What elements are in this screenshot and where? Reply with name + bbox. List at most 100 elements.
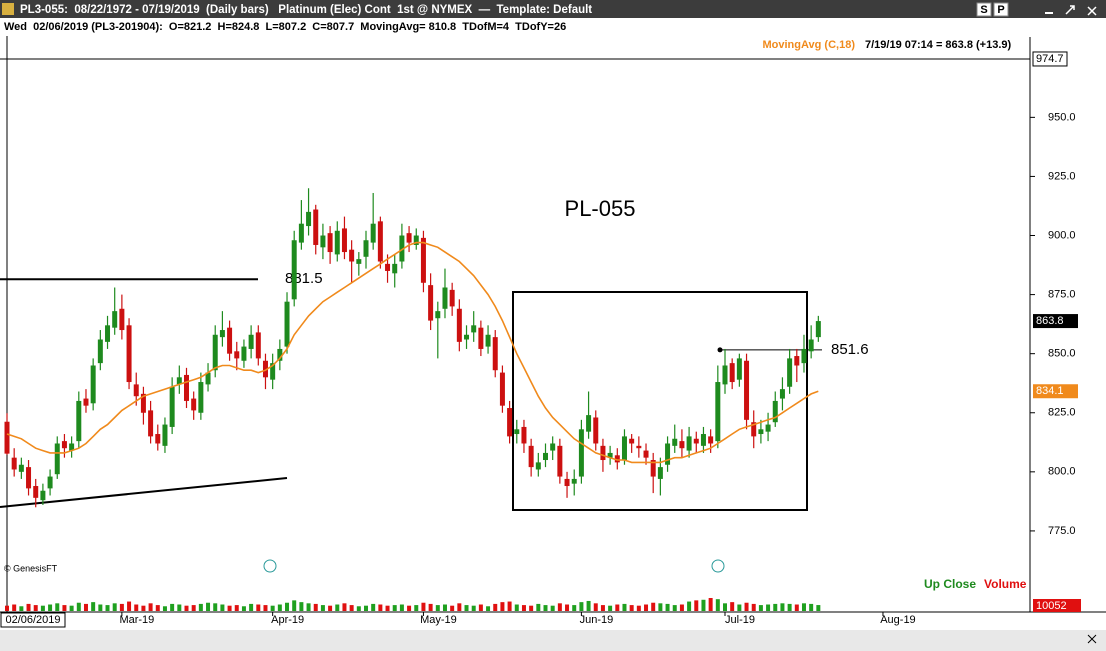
candle-body bbox=[212, 334, 218, 371]
title-bar bbox=[0, 0, 1106, 18]
volume-bar bbox=[399, 604, 404, 611]
candle-body bbox=[306, 211, 312, 227]
volume-bar bbox=[464, 605, 469, 611]
candle-body bbox=[392, 263, 398, 274]
candle-body bbox=[76, 400, 82, 442]
app-icon bbox=[2, 3, 14, 15]
volume-bar bbox=[285, 602, 290, 611]
close-button[interactable] bbox=[1087, 6, 1097, 16]
candle-body bbox=[636, 445, 642, 449]
maximize-button[interactable] bbox=[1065, 5, 1075, 15]
candle-body bbox=[808, 339, 814, 352]
event-icon[interactable] bbox=[711, 559, 725, 573]
volume-bar bbox=[536, 603, 541, 611]
volume-bar bbox=[751, 603, 756, 611]
p-button[interactable] bbox=[993, 2, 1009, 17]
candle-body bbox=[758, 429, 764, 435]
candle-body bbox=[54, 443, 60, 475]
candle-body bbox=[528, 445, 534, 468]
volume-bar bbox=[184, 605, 189, 611]
volume-bar bbox=[816, 605, 821, 611]
volume-bar bbox=[134, 604, 139, 611]
volume-bar bbox=[572, 605, 577, 611]
candle-body bbox=[614, 455, 620, 463]
candle-body bbox=[650, 460, 656, 477]
candle-body bbox=[471, 325, 477, 333]
candle-body bbox=[557, 445, 563, 477]
candle-body bbox=[736, 358, 742, 380]
volume-bar bbox=[723, 603, 727, 611]
volume-bar bbox=[328, 605, 333, 611]
candle-body bbox=[514, 429, 520, 435]
hline-anchor bbox=[717, 347, 723, 353]
volume-bar bbox=[543, 605, 548, 611]
volume-bar bbox=[773, 603, 778, 611]
candle-body bbox=[162, 424, 168, 446]
s-button[interactable] bbox=[976, 2, 992, 17]
candle-body bbox=[708, 436, 714, 444]
p-button-label[interactable]: P bbox=[997, 4, 1004, 16]
event-icon[interactable] bbox=[263, 559, 277, 573]
candle-body bbox=[521, 426, 527, 444]
volume-bar bbox=[234, 605, 239, 611]
candle-body bbox=[578, 429, 584, 477]
candle-body bbox=[198, 382, 204, 413]
candle-body bbox=[420, 237, 426, 283]
candle-body bbox=[492, 337, 498, 371]
volume-bar bbox=[40, 605, 45, 611]
volume-bar bbox=[744, 602, 749, 611]
credit: © GenesisFT bbox=[4, 563, 58, 573]
candle-body bbox=[586, 415, 592, 432]
scroll-bar[interactable] bbox=[0, 630, 1106, 651]
volume-bar bbox=[313, 603, 318, 611]
candle-body bbox=[349, 249, 355, 262]
candle-body bbox=[413, 235, 419, 245]
candle-body bbox=[377, 221, 383, 262]
candle-body bbox=[686, 436, 692, 451]
candle-body bbox=[327, 233, 333, 253]
hline-label: 851.6 bbox=[831, 341, 869, 358]
volume-bar bbox=[320, 605, 325, 611]
candle-body bbox=[571, 478, 577, 484]
volume-bar bbox=[162, 606, 167, 611]
y-tick-label: 775.0 bbox=[1048, 525, 1076, 537]
legend-entry: MovingAvg (C,18) bbox=[763, 39, 856, 51]
candle-body bbox=[543, 452, 548, 461]
volume-bar bbox=[636, 605, 641, 611]
volume-bar bbox=[227, 605, 232, 611]
volume-bar bbox=[442, 604, 447, 611]
close-panel[interactable] bbox=[1087, 634, 1097, 644]
volume-bar bbox=[55, 603, 60, 611]
candle-body bbox=[779, 389, 785, 399]
x-tick-label: Jul-19 bbox=[725, 614, 755, 626]
volume-bar bbox=[780, 603, 785, 611]
volume-bar bbox=[98, 604, 103, 611]
volume-bar bbox=[170, 603, 175, 611]
volume-bar bbox=[364, 605, 368, 611]
volume-bar bbox=[112, 603, 117, 611]
candle-body bbox=[794, 356, 800, 366]
candle-body bbox=[751, 422, 757, 437]
volume-bar bbox=[292, 600, 297, 611]
candle-body bbox=[564, 478, 570, 487]
candle-body bbox=[148, 410, 154, 437]
volume-bar bbox=[694, 600, 699, 611]
volume-bar bbox=[787, 603, 792, 611]
candle-body bbox=[593, 417, 599, 444]
s-button-label[interactable]: S bbox=[980, 4, 987, 16]
candle-body bbox=[765, 424, 771, 432]
volume-bar bbox=[206, 602, 211, 611]
volume-bar bbox=[486, 606, 491, 611]
volume-bar bbox=[26, 603, 31, 611]
volume-bar bbox=[521, 605, 526, 611]
candle-body bbox=[112, 311, 118, 328]
volume-bar bbox=[644, 604, 649, 611]
candle-body bbox=[449, 289, 455, 307]
candle-body bbox=[507, 408, 513, 437]
volume-bar bbox=[629, 605, 634, 611]
volume-bar bbox=[191, 605, 196, 611]
volume-bar bbox=[557, 603, 562, 611]
volume-bar bbox=[507, 601, 512, 611]
